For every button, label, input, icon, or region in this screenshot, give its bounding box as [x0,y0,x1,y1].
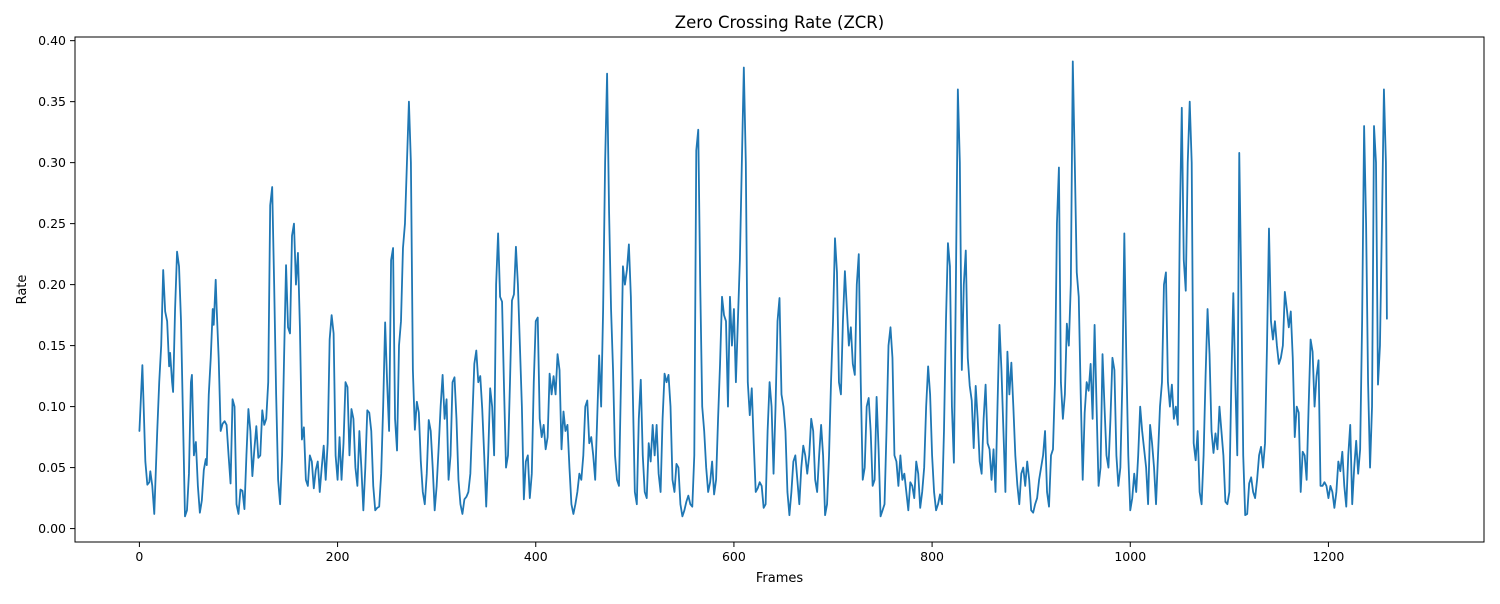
x-tick-label: 0 [135,549,143,564]
y-tick-label: 0.40 [38,33,66,48]
x-tick-label: 400 [524,549,548,564]
x-tick-label: 1000 [1114,549,1146,564]
x-tick-label: 1200 [1313,549,1345,564]
plot-frame [74,36,1485,543]
y-tick-label: 0.00 [38,521,66,536]
y-axis-ticks: 0.00 0.05 0.10 0.15 0.20 0.25 0.30 0.35 0.40 [38,33,75,536]
y-tick-label: 0.15 [38,338,66,353]
zcr-series-line [138,60,1388,518]
y-tick-label: 0.20 [38,277,66,292]
x-tick-label: 600 [722,549,746,564]
y-tick-label: 0.05 [38,460,66,475]
y-tick-label: 0.10 [38,399,66,414]
chart-title: Zero Crossing Rate (ZCR) [675,13,884,32]
x-tick-label: 800 [920,549,944,564]
y-tick-label: 0.30 [38,155,66,170]
x-tick-label: 200 [326,549,350,564]
y-axis-label: Rate [15,275,30,305]
y-tick-label: 0.35 [38,94,66,109]
x-axis-ticks: 0 200 400 600 800 1000 1200 [135,542,1344,564]
x-axis-label: Frames [756,571,804,586]
y-tick-label: 0.25 [38,216,66,231]
